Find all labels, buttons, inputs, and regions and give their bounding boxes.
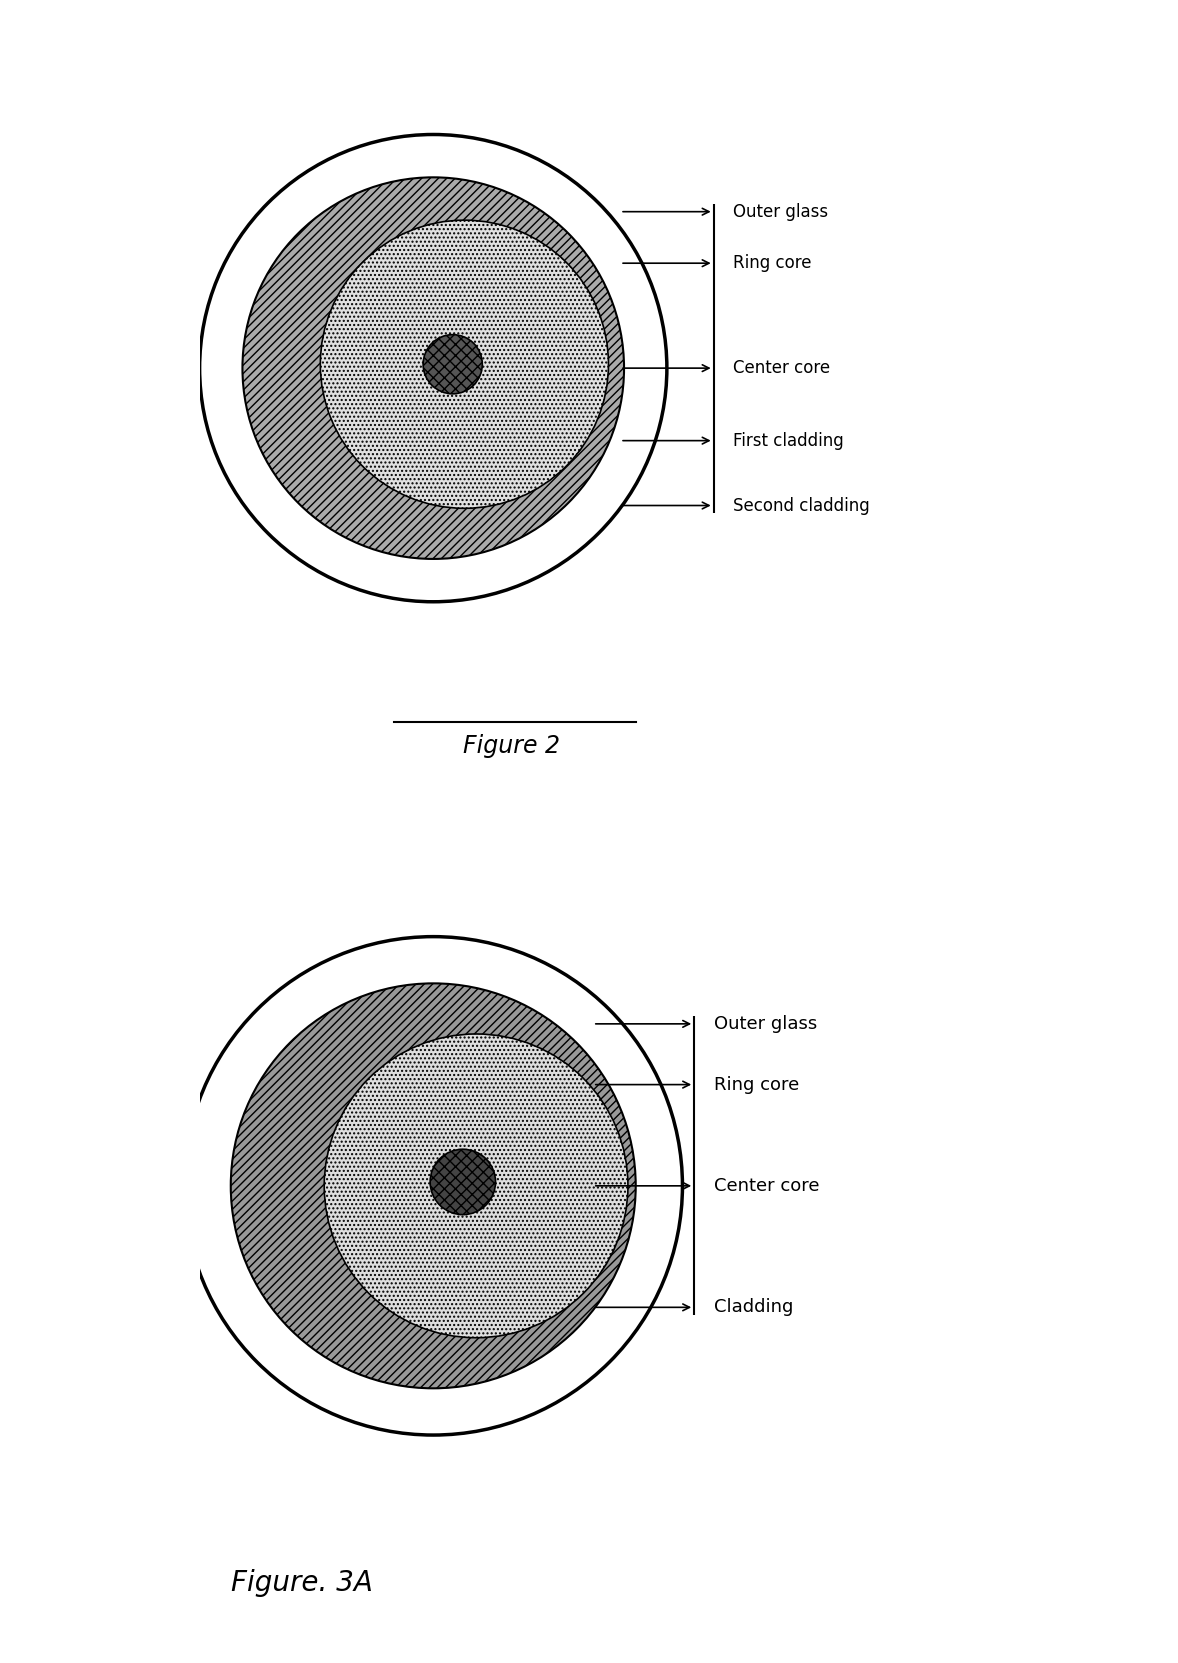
Circle shape: [324, 1034, 628, 1337]
Circle shape: [320, 220, 609, 509]
Text: Ring core: Ring core: [733, 254, 812, 273]
Text: Outer glass: Outer glass: [733, 203, 828, 221]
Text: Figure 2: Figure 2: [463, 733, 560, 758]
Circle shape: [430, 1149, 496, 1214]
Circle shape: [199, 135, 667, 602]
Text: Ring core: Ring core: [714, 1076, 799, 1094]
Text: Outer glass: Outer glass: [714, 1014, 816, 1033]
Circle shape: [184, 936, 682, 1435]
Text: Cladding: Cladding: [714, 1299, 793, 1317]
Text: First cladding: First cladding: [733, 432, 843, 449]
Circle shape: [231, 983, 636, 1389]
Text: Center core: Center core: [714, 1177, 819, 1194]
Text: Figure. 3A: Figure. 3A: [231, 1568, 372, 1596]
Circle shape: [243, 178, 624, 559]
Text: Center core: Center core: [733, 359, 830, 378]
Circle shape: [423, 334, 482, 394]
Text: Second cladding: Second cladding: [733, 497, 869, 514]
